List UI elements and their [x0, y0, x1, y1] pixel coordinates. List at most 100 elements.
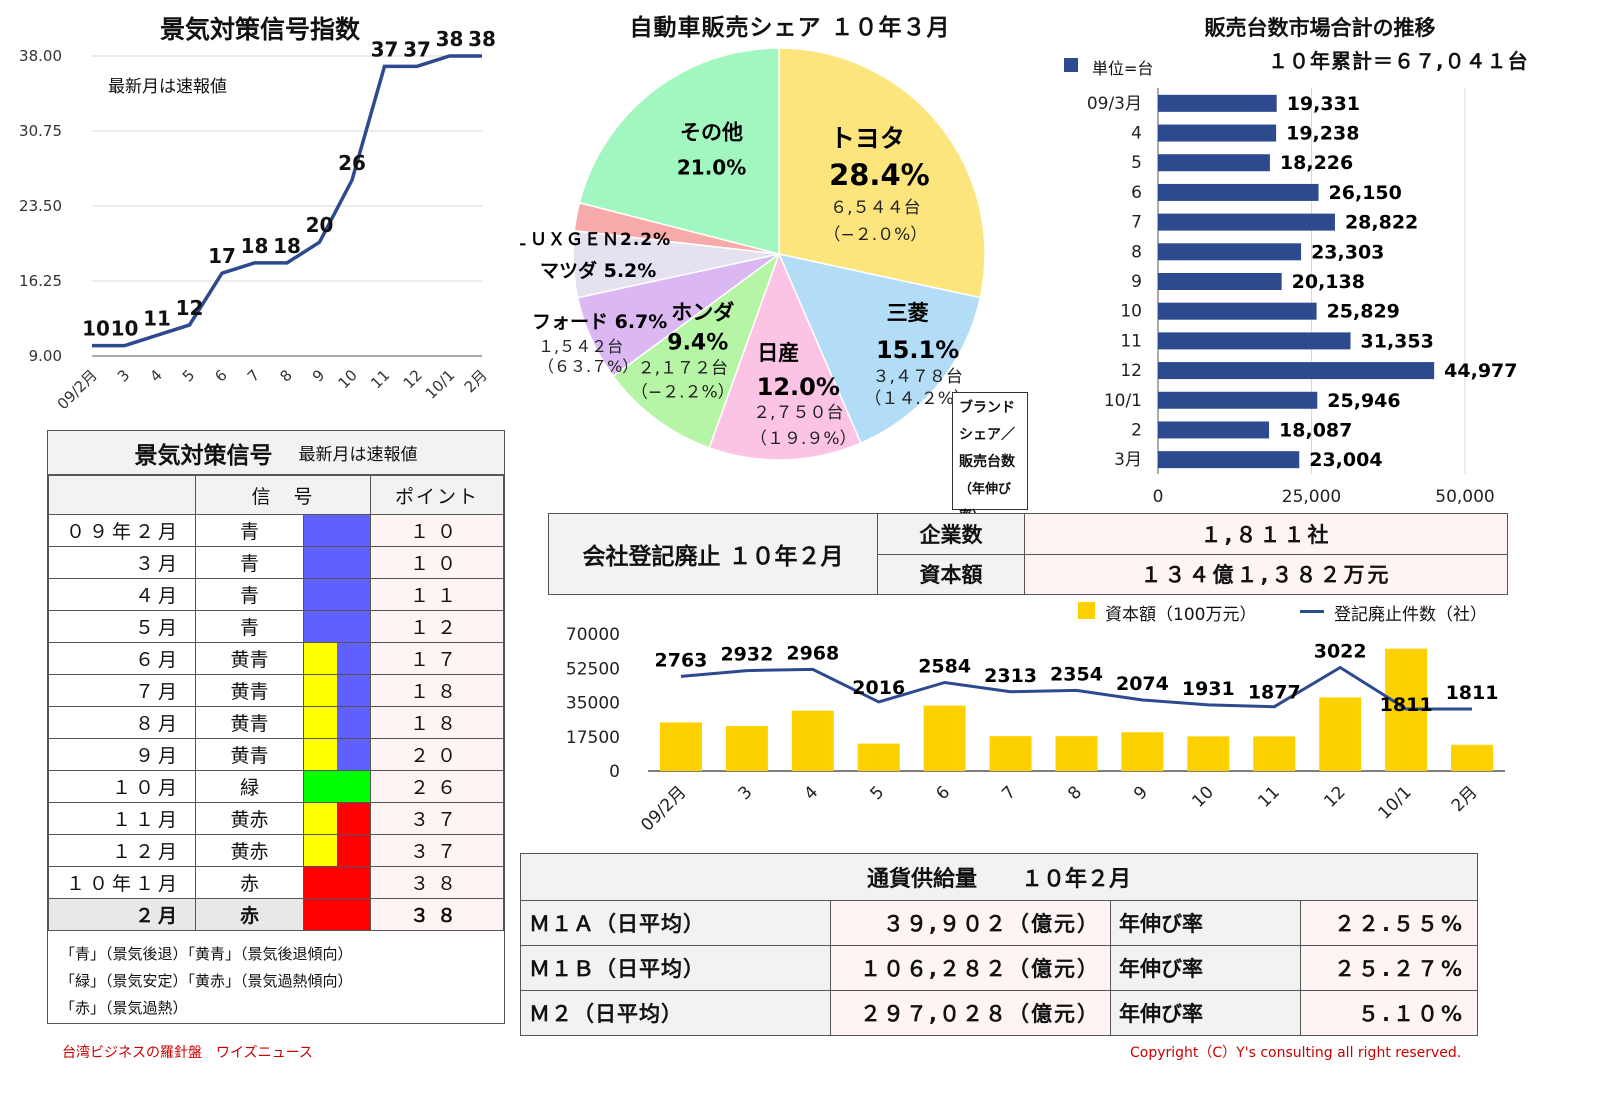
line-data-label: 17 [208, 244, 236, 268]
signal-color-block [304, 771, 370, 802]
signal-color-block [304, 739, 337, 770]
pie-label-units: ２,７５０台 [753, 403, 843, 423]
share-pie-chart: 自動車販売シェア １０年３月 トヨタ 28.4% ６,５４４台 （−２.０%） 三菱 15… [520, 0, 1060, 524]
signal-color-block [337, 835, 370, 866]
bar-category-label: 8 [1131, 242, 1142, 262]
combo-bar [923, 705, 966, 771]
signal-month: １１月 [48, 802, 196, 835]
signal-swatch [303, 610, 371, 643]
combo-y-tick: 17500 [566, 728, 620, 748]
signal-swatch [303, 834, 371, 867]
bar-data-label: 19,331 [1287, 93, 1360, 115]
bar-x-tick: 50,000 [1435, 487, 1494, 507]
signal-point: ２０ [370, 738, 504, 771]
signal-color-block [304, 675, 337, 706]
signal-table-header: 信 号 ポイント [48, 475, 504, 515]
bar-chart-svg: 0 25,000 50,000 09/3月 19,331 4 19,238 5 18,226 6 2… [1087, 88, 1517, 507]
company-title: 会社登記廃止 １０年２月 [548, 513, 878, 595]
signal-row: １０月緑 ２６ [48, 770, 504, 803]
combo-y-tick: 35000 [566, 694, 620, 714]
money-value: ３９,９０２（億元） [830, 900, 1111, 946]
pie-label-name: マツダ 5.2% [540, 259, 656, 282]
signal-panel-note: 最新月は速報値 [298, 445, 418, 465]
signal-swatch [303, 674, 371, 707]
signal-color-block [304, 803, 337, 834]
signal-point: １０ [370, 514, 504, 547]
combo-bar [1451, 744, 1494, 771]
money-value: １０６,２８２（億元） [830, 945, 1111, 991]
combo-legend-line-label: 登記廃止件数（社） [1334, 605, 1487, 625]
combo-line-data-label: 1931 [1182, 678, 1235, 700]
bar-category-label: 11 [1120, 331, 1142, 351]
line-x-tick: 6 [211, 366, 230, 385]
signal-table: 信 号 ポイント ０９年２月青 １０ ３月青 １０ ４月青 １１ ５月青 １２ ６月 黄青 １７ ７月… [48, 475, 504, 931]
footer-right: Copyright（C）Y's consulting all right res… [1130, 1045, 1462, 1061]
signal-color-block [337, 643, 370, 674]
signal-legend-line: 「青」（景気後退）「黄青」（景気後退傾向） [60, 945, 353, 963]
combo-line-data-label: 1811 [1446, 682, 1499, 704]
money-row: Ｍ１Ａ（日平均） ３９,９０２（億元） 年伸び率 ２２.５５% [520, 900, 1478, 946]
bar [1158, 94, 1277, 112]
signal-point: １８ [370, 706, 504, 739]
bar [1158, 183, 1319, 201]
signal-month: ３月 [48, 546, 196, 579]
signal-name: 青 [195, 610, 304, 643]
combo-x-tick: 7 [998, 782, 1020, 804]
combo-x-tick: 6 [932, 782, 954, 804]
company-table: 会社登記廃止 １０年２月 企業数 １,８１１社 資本額 １３４億１,３８２万元 [548, 513, 1508, 595]
signal-name: 青 [195, 514, 304, 547]
combo-x-tick: 2月 [1448, 782, 1482, 816]
pie-label-pct: 9.4% [667, 331, 728, 356]
pie-label-growth: （６３.７%） [538, 357, 638, 376]
signal-name: 黄赤 [195, 834, 304, 867]
combo-x-tick: 4 [801, 782, 823, 804]
combo-bar [1055, 736, 1098, 771]
pie-label-growth: （−２.０%） [823, 225, 927, 245]
money-name: Ｍ１Ａ（日平均） [520, 900, 831, 946]
pie-label-name: 日産 [757, 341, 799, 365]
combo-line-data-label: 2016 [852, 677, 905, 699]
signal-row: ２月赤 ３８ [48, 898, 504, 931]
bar-category-label: 10/1 [1104, 391, 1142, 411]
combo-line-data-label: 1877 [1248, 682, 1301, 704]
bar-category-label: 10 [1120, 302, 1142, 322]
signal-swatch [303, 866, 371, 899]
signal-point: １１ [370, 578, 504, 611]
bar-x-tick: 0 [1153, 487, 1164, 507]
bar [1158, 451, 1300, 469]
signal-color-block [304, 579, 370, 610]
pie-slice [778, 47, 986, 299]
signal-legend: 「青」（景気後退）「黄青」（景気後退傾向） 「緑」（景気安定）「黄赤」（景気過熱… [48, 931, 504, 1022]
pie-label-units: ２,１７２台 [638, 359, 728, 379]
signal-swatch [303, 738, 371, 771]
signal-month: １０月 [48, 770, 196, 803]
signal-name: 青 [195, 546, 304, 579]
signal-name: 青 [195, 578, 304, 611]
combo-line-data-label: 2763 [655, 649, 708, 671]
sales-bar-chart: 販売台数市場合計の推移 単位=台 １０年累計＝６７,０４１台 0 25,000 50… [1060, 0, 1621, 520]
signal-swatch [303, 514, 371, 547]
combo-line-series [680, 665, 1473, 711]
line-data-label: 18 [273, 234, 301, 258]
combo-bar [1253, 736, 1296, 771]
bar [1158, 332, 1351, 350]
pie-label-growth: （１９.９%） [750, 429, 857, 449]
signal-color-block [337, 803, 370, 834]
signal-month: ２月 [48, 898, 196, 931]
signal-swatch [303, 642, 371, 675]
signal-row: １０年１月赤 ３８ [48, 866, 504, 899]
signal-panel-header: 景気対策信号 最新月は速報値 [48, 431, 504, 475]
signal-name: 赤 [195, 898, 304, 931]
bar-category-label: 6 [1131, 183, 1142, 203]
signal-point: ３７ [370, 802, 504, 835]
combo-bar [791, 710, 834, 771]
pie-label-units: ６,５４４台 [830, 198, 920, 218]
signal-month: ０９年２月 [48, 514, 196, 547]
line-x-tick: 9 [309, 366, 328, 385]
signal-month: １０年１月 [48, 866, 196, 899]
combo-bar [857, 743, 900, 771]
pie-legend-line: ブランド [959, 400, 1015, 416]
signal-color-block [304, 835, 337, 866]
bar-data-label: 28,822 [1345, 212, 1418, 234]
signal-name: 緑 [195, 770, 304, 803]
